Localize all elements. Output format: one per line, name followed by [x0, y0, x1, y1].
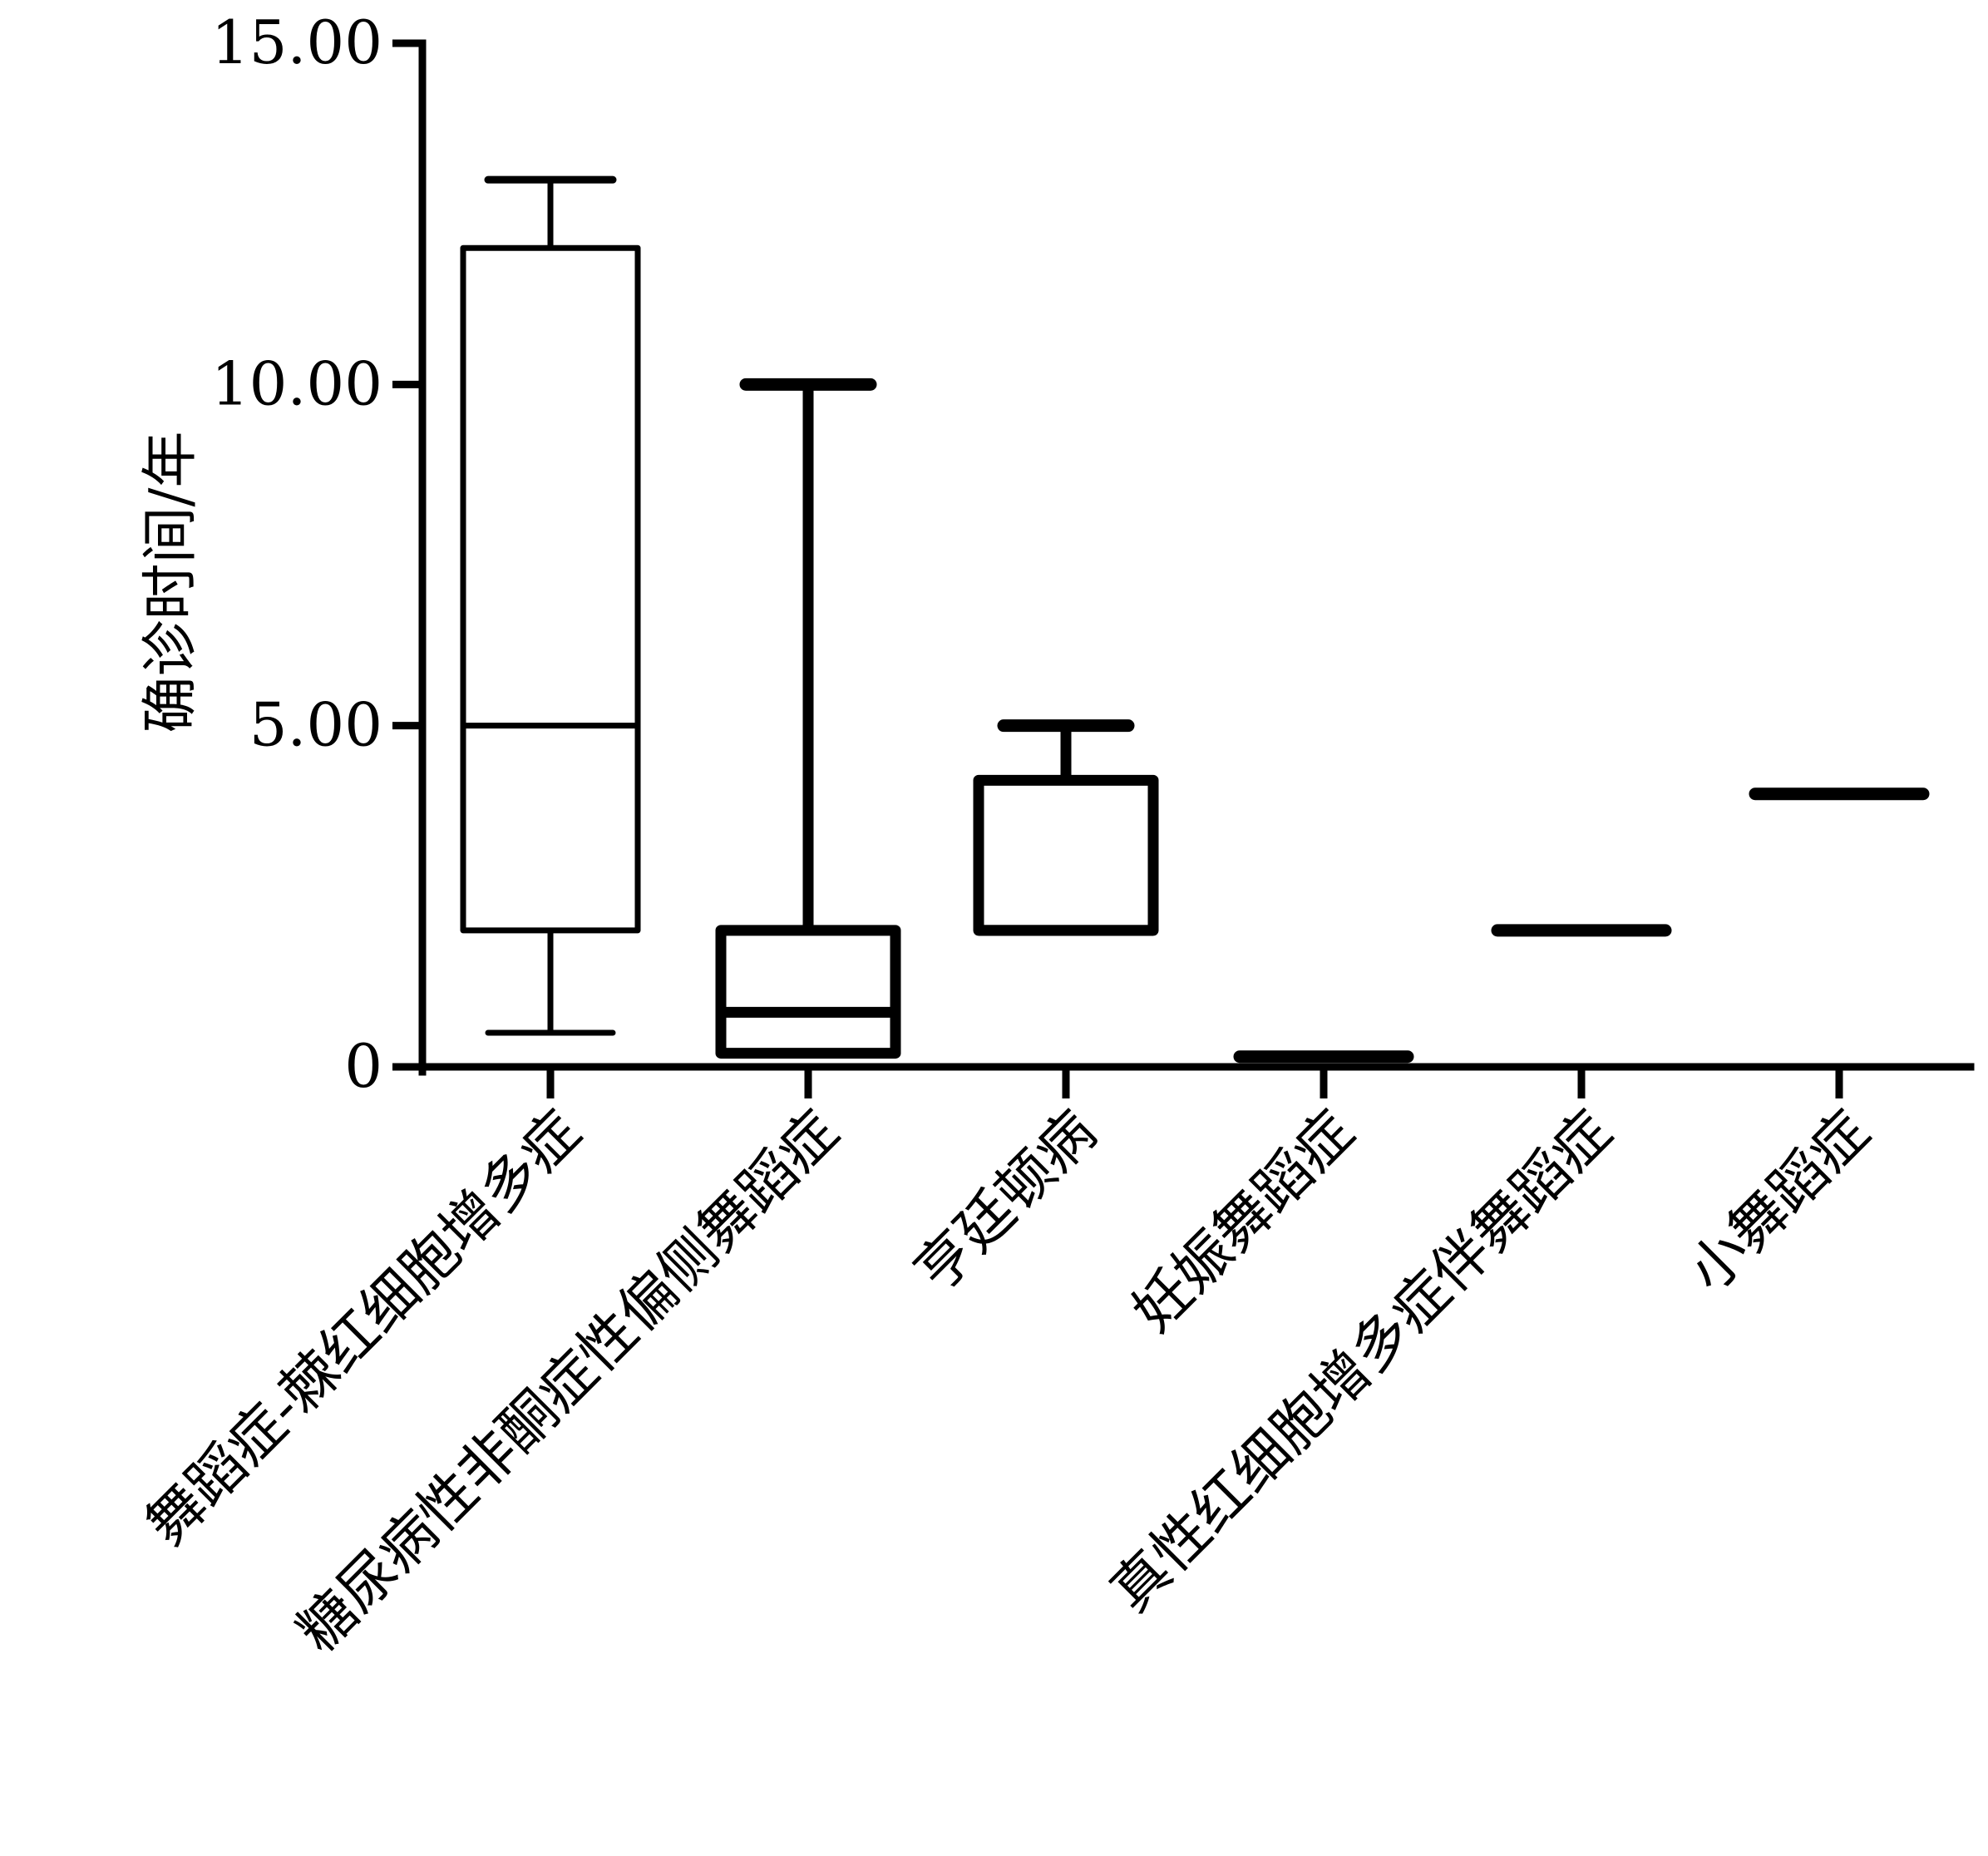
box-item — [460, 175, 641, 1036]
y-tick-label: 0 — [344, 1031, 382, 1101]
category-label: 舞蹈症-棘红细胞增多症 — [134, 1098, 594, 1558]
y-axis-title: 确诊时间/年 — [138, 432, 204, 733]
box-item — [973, 719, 1159, 936]
iqr-box — [715, 925, 901, 1059]
category-label: 亨廷顿病 — [903, 1098, 1109, 1305]
y-tick-label: 15.00 — [211, 7, 382, 77]
y-tick-label: 10.00 — [211, 348, 382, 418]
iqr-box — [460, 244, 641, 934]
category-label: 小舞蹈症 — [1676, 1098, 1882, 1305]
box-item — [715, 378, 901, 1059]
category-label: 糖尿病性非酮症性偏侧舞蹈症 — [285, 1098, 851, 1665]
y-axis: 0 5.00 10.00 15.00 — [211, 7, 427, 1101]
x-axis — [418, 1063, 1975, 1098]
y-tick-label: 5.00 — [249, 690, 382, 760]
box-series — [460, 175, 1930, 1064]
iqr-box — [973, 774, 1159, 936]
category-label: 妊娠舞蹈症 — [1121, 1098, 1367, 1345]
category-label: 真性红细胞增多症伴舞蹈症 — [1098, 1098, 1625, 1625]
